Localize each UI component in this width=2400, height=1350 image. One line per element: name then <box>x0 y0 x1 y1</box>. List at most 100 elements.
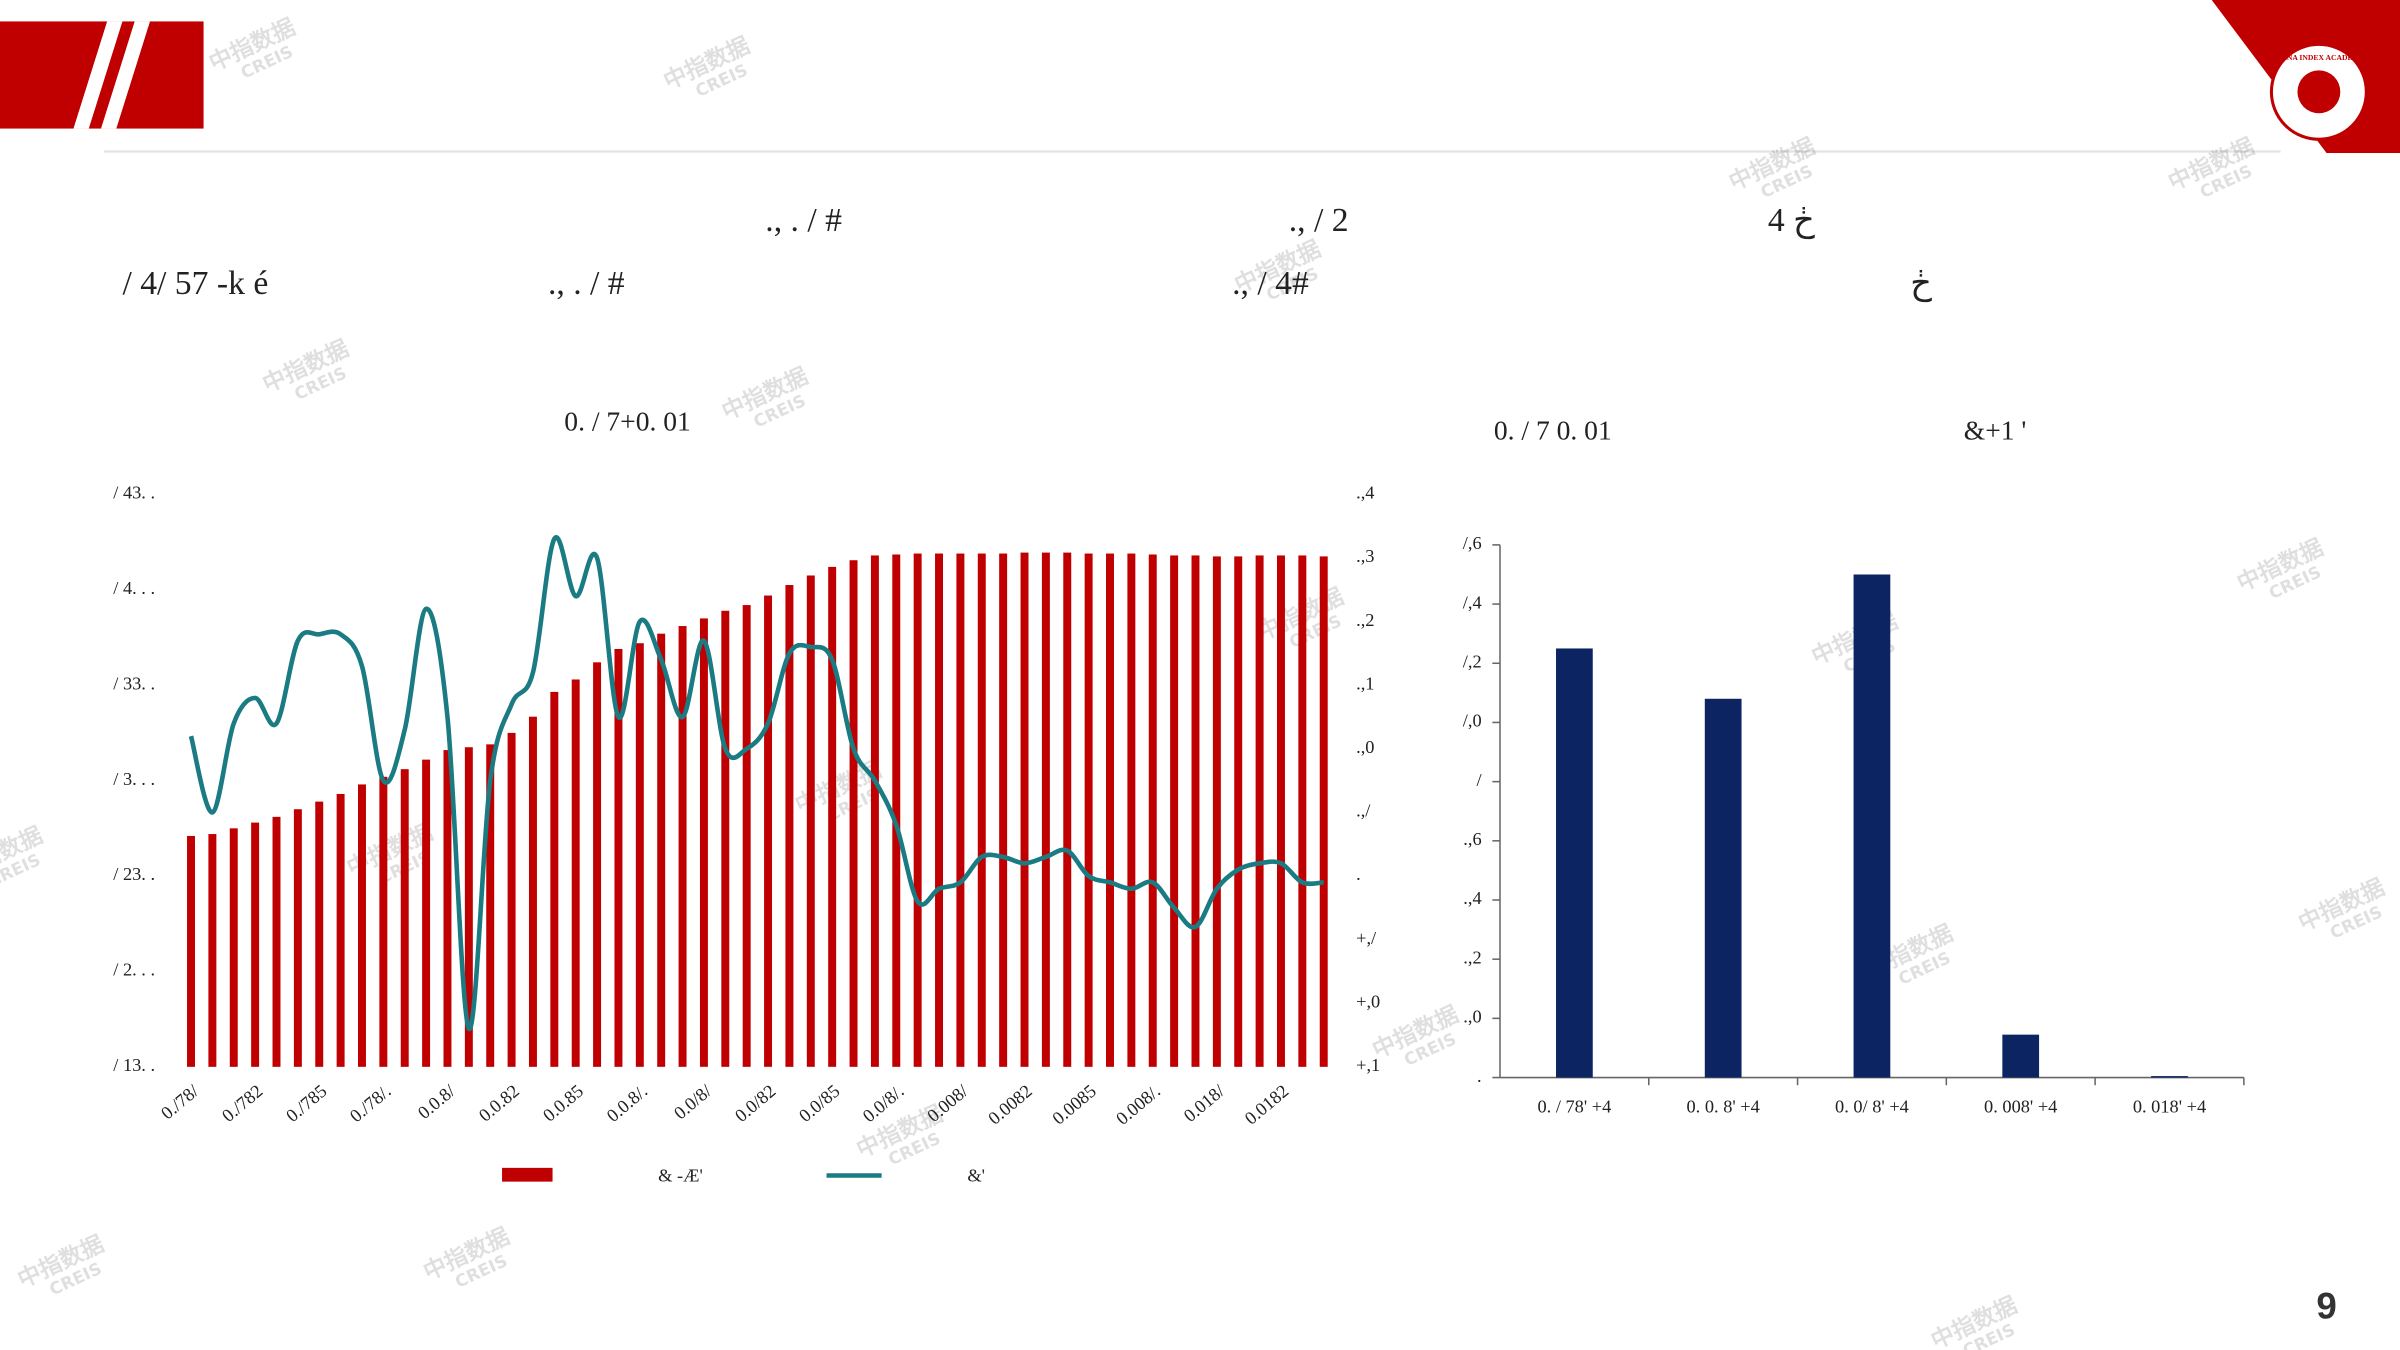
y2-tick-label: .,3 <box>1356 546 1374 566</box>
header-text: ., / 2 <box>1289 202 1349 239</box>
bar <box>742 605 751 1067</box>
logo-text: CHINA INDEX ACADEMY <box>2272 53 2365 62</box>
header-text: ., . / # <box>548 265 625 302</box>
y-tick-label: /,2 <box>1463 651 1482 671</box>
bar <box>464 747 473 1067</box>
y-tick-label: / 33. . <box>113 673 155 693</box>
x-tick-label: 0./785 <box>282 1081 330 1126</box>
bar <box>507 732 516 1067</box>
bar <box>1127 553 1136 1067</box>
x-tick-label: 0./78/. <box>346 1081 395 1126</box>
bar <box>721 610 730 1067</box>
page-number: 9 <box>2316 1285 2336 1326</box>
bar <box>358 784 366 1067</box>
x-tick-label: 0.008/. <box>1112 1081 1164 1129</box>
bar <box>956 553 965 1067</box>
bar <box>785 585 794 1067</box>
bar <box>187 835 195 1067</box>
x-tick-label: 0. 018' +4 <box>2133 1096 2206 1116</box>
header-text: 4 ڂ <box>1768 202 1815 240</box>
slash <box>73 21 123 129</box>
x-tick-label: 0./78/ <box>157 1080 203 1123</box>
bar <box>1212 556 1221 1067</box>
bar <box>422 759 431 1067</box>
bar <box>849 560 858 1067</box>
x-tick-label: 0.008/ <box>923 1080 972 1126</box>
bar <box>828 566 837 1067</box>
bar <box>699 618 708 1067</box>
header-text: ., / 4# <box>1232 265 1309 302</box>
bar <box>1276 555 1285 1067</box>
x-tick-label: 0.0.82 <box>475 1081 523 1126</box>
bar <box>935 553 944 1067</box>
x-tick-label: 0.0082 <box>984 1081 1036 1129</box>
x-tick-label: 0.0.85 <box>539 1081 587 1126</box>
y2-tick-label: . <box>1356 864 1361 884</box>
bar <box>1556 648 1593 1078</box>
y2-tick-label: .,4 <box>1356 483 1374 503</box>
chart-title: 0. / 7+0. 01 <box>564 405 691 436</box>
y2-tick-label: .,/ <box>1356 801 1371 821</box>
x-tick-label: 0./782 <box>218 1081 266 1126</box>
legend-swatch <box>502 1167 553 1182</box>
bar <box>1084 553 1093 1067</box>
x-tick-label: 0.0/82 <box>731 1081 779 1126</box>
bar <box>614 648 623 1067</box>
bar <box>400 769 409 1067</box>
header-text: ., . / # <box>765 202 842 239</box>
bar <box>315 801 324 1067</box>
y2-tick-label: +,/ <box>1356 928 1377 948</box>
bar <box>1170 555 1179 1067</box>
y-tick-label: .,4 <box>1463 888 1481 908</box>
y-tick-label: .,2 <box>1463 947 1481 967</box>
logo-core <box>2297 70 2341 114</box>
x-tick-label: 0. 0. 8' +4 <box>1686 1096 1759 1116</box>
bar <box>892 554 901 1067</box>
bar <box>977 553 986 1067</box>
y2-tick-label: .,0 <box>1356 737 1374 757</box>
bar <box>229 828 238 1067</box>
bar <box>2002 1034 2040 1078</box>
x-tick-label: 0.0182 <box>1241 1081 1293 1129</box>
y-tick-label: / 3. . . <box>113 769 155 789</box>
y-tick-label: / 23. . <box>113 864 155 884</box>
x-tick-label: 0. 0/ 8' +4 <box>1835 1096 1909 1116</box>
chart-title: 0. / 7 0. 01 <box>1494 414 1612 445</box>
x-tick-label: 0.0085 <box>1048 1081 1100 1129</box>
bar <box>913 553 922 1067</box>
bar <box>251 822 260 1067</box>
y-tick-label: /,4 <box>1463 592 1482 612</box>
bar <box>657 633 666 1067</box>
bar <box>1319 556 1328 1067</box>
y-tick-label: / 2. . . <box>113 960 155 980</box>
bar <box>1041 552 1050 1067</box>
header-text: / 4/ 57 -k é <box>122 265 268 302</box>
unit-label: &+1 ' <box>1964 414 2027 445</box>
header-text: ڂ <box>1910 265 1932 303</box>
bar <box>593 662 602 1067</box>
y-tick-label: / 13. . <box>113 1055 155 1075</box>
bar <box>379 776 388 1067</box>
x-tick-label: 0. 008' +4 <box>1984 1096 2057 1116</box>
bar <box>1234 556 1243 1067</box>
bar <box>2151 1076 2188 1078</box>
y-tick-label: .,0 <box>1463 1007 1481 1027</box>
bar <box>999 553 1008 1067</box>
bar <box>486 744 495 1067</box>
bar <box>272 816 281 1067</box>
bar <box>443 750 452 1067</box>
bar <box>764 595 773 1067</box>
legend-label: & -Æ' <box>658 1165 703 1185</box>
x-tick-label: 0.0/85 <box>795 1081 843 1126</box>
y-tick-label: / <box>1477 770 1483 790</box>
y-tick-label: / 43. . <box>113 483 155 503</box>
